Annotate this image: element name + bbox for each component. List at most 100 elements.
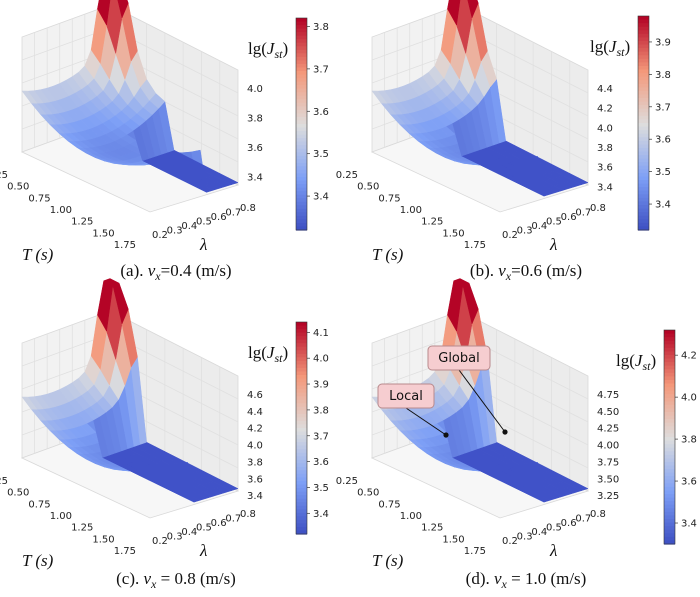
t-tick-label: 1.00	[50, 205, 72, 216]
colorbar-band	[296, 431, 307, 436]
t-tick-label: 1.50	[92, 534, 114, 545]
colorbar-band	[664, 486, 675, 492]
colorbar-band	[638, 144, 649, 149]
colorbar-band	[296, 46, 307, 51]
colorbar-band	[664, 469, 675, 474]
z-tick-label: 3.25	[597, 491, 619, 502]
z-tick-label: 4.2	[247, 424, 263, 435]
lambda-tick-label: 0.8	[590, 509, 606, 520]
t-tick-label: 1.50	[442, 228, 464, 239]
colorbar-band	[296, 343, 307, 348]
colorbar-band	[664, 437, 675, 442]
colorbar-band	[296, 526, 307, 532]
colorbar-tick-label: 3.4	[313, 192, 329, 203]
colorbar-band	[664, 397, 675, 402]
t-tick-label: 0.50	[357, 182, 379, 193]
colorbar-frame	[637, 15, 650, 231]
z-tick-label: 3.6	[247, 474, 263, 485]
colorbar-band	[638, 90, 649, 96]
colorbar-band	[664, 412, 675, 417]
colorbar-band	[296, 424, 307, 429]
z-tick-label: 3.8	[247, 114, 263, 125]
colorbar-band	[664, 536, 675, 542]
colorbar-band	[296, 481, 307, 486]
colorbar-tick-label: 4.0	[313, 354, 329, 365]
colorbar-band	[296, 78, 307, 83]
colorbar-band	[664, 494, 675, 499]
colorbar-band	[296, 49, 307, 54]
colorbar-band	[296, 466, 307, 471]
colorbar-band	[296, 389, 307, 394]
colorbar-band	[296, 346, 307, 351]
z-tick-label: 3.6	[597, 163, 613, 174]
surface-patch	[447, 0, 461, 27]
lambda-tick-label: 0.5	[546, 217, 562, 228]
colorbar-band	[296, 392, 307, 397]
colorbar-band	[296, 42, 307, 47]
surface-patch	[467, 0, 479, 19]
colorbar-band	[296, 138, 307, 143]
lambda-tick-label: 0.4	[181, 221, 197, 232]
colorbar-band	[296, 198, 307, 203]
annotation-label-local: Local	[389, 389, 423, 404]
z-tick-label: 4.0	[247, 84, 263, 95]
t-axis-label: T (s)	[372, 245, 404, 264]
colorbar-band	[664, 401, 675, 406]
lambda-tick-label: 0.2	[152, 536, 168, 547]
caption-b: (b). vx=0.6 (m/s)	[470, 261, 582, 283]
colorbar-band	[664, 362, 675, 367]
colorbar-band	[638, 30, 649, 35]
lambda-axis-label: λ	[199, 235, 207, 254]
colorbar-band	[638, 201, 649, 206]
colorbar-band	[664, 429, 675, 435]
annotation-leader	[405, 407, 447, 436]
colorbar-band	[664, 490, 675, 495]
colorbar-band	[296, 385, 307, 390]
colorbar-band	[664, 444, 675, 449]
surface-patch	[103, 278, 120, 286]
colorbar-tick-label: 3.8	[313, 22, 329, 33]
lambda-axis-label: λ	[199, 541, 207, 560]
colorbar-band	[296, 148, 307, 153]
colorbar-band	[664, 508, 675, 513]
colorbar-band	[638, 19, 649, 24]
colorbar-band	[638, 205, 649, 210]
colorbar-band	[296, 360, 307, 365]
t-tick-label: 1.25	[71, 217, 93, 228]
lambda-tick-label: 0.4	[531, 221, 547, 232]
z-tick-label: 4.0	[597, 123, 613, 134]
colorbar-tick-label: 3.6	[681, 477, 697, 488]
z-tick-label: 4.6	[247, 390, 263, 401]
z-tick-label: 4.4	[597, 84, 613, 95]
colorbar-band	[296, 56, 307, 61]
colorbar-band	[664, 533, 675, 538]
colorbar-band	[296, 88, 307, 93]
z-tick-label: 4.00	[597, 441, 619, 452]
colorbar-tick-label: 3.4	[313, 509, 329, 520]
colorbar-band	[638, 151, 649, 156]
t-tick-label: 0.50	[7, 488, 29, 499]
colorbar-band	[638, 190, 649, 195]
colorbar-band	[296, 71, 307, 76]
colorbar-band	[638, 69, 649, 74]
annotation-label-global: Global	[438, 351, 479, 366]
colorbar-band	[638, 94, 649, 99]
t-tick-label: 0.75	[378, 499, 400, 510]
lambda-tick-label: 0.8	[240, 509, 256, 520]
colorbar-band	[664, 497, 675, 502]
colorbar-band	[664, 540, 675, 545]
colorbar-band	[296, 127, 307, 132]
colorbar-d: 4.2 4.0 3.8 3.6 3.4 lg(Jst)	[616, 329, 697, 545]
colorbar-band	[296, 530, 307, 535]
t-tick-label: 0.75	[28, 499, 50, 510]
colorbar-band	[664, 461, 675, 467]
colorbar-tick-label: 4.0	[681, 393, 697, 404]
lambda-tick-label: 0.2	[502, 536, 518, 547]
colorbar-band	[296, 162, 307, 167]
colorbar-frame	[295, 321, 308, 535]
colorbar-band	[638, 55, 649, 60]
lambda-tick-label: 0.6	[561, 518, 577, 529]
colorbar-band	[296, 131, 307, 136]
colorbar-band	[638, 16, 649, 21]
